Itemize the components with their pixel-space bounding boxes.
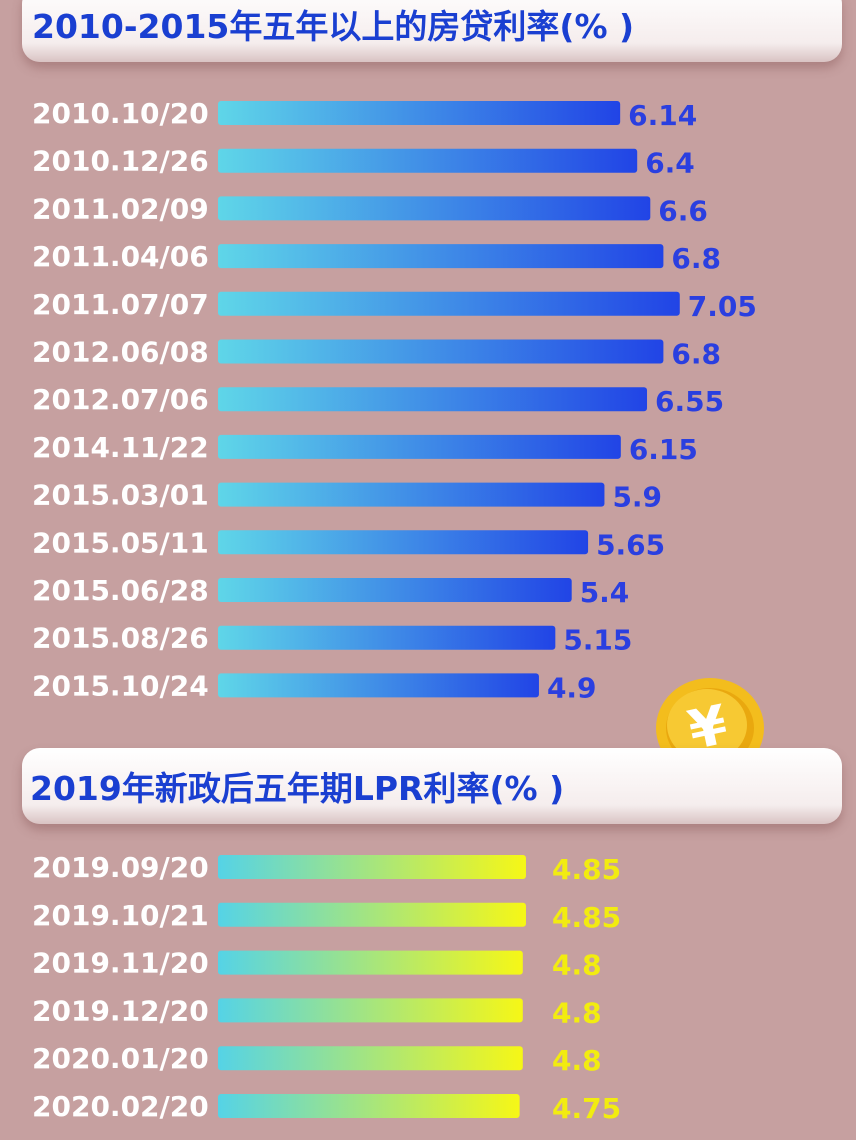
bar — [218, 387, 648, 412]
value-label: 6.8 — [671, 242, 721, 275]
bar — [218, 101, 621, 125]
section2-title-banner: 2019年新政后五年期LPR利率(% ) — [22, 748, 842, 824]
category-label: 2015.06/28 — [32, 574, 209, 607]
category-label: 2020.01/20 — [32, 1042, 209, 1075]
category-label: 2011.04/06 — [32, 240, 209, 273]
value-label: 6.4 — [645, 147, 695, 180]
category-label: 2015.10/24 — [32, 669, 209, 702]
category-label: 2015.03/01 — [32, 479, 209, 512]
category-label: 2014.11/22 — [32, 431, 209, 464]
category-label: 2015.08/26 — [32, 622, 209, 655]
value-label: 4.85 — [552, 901, 621, 934]
section1-title: 2010-2015年五年以上的房贷利率(% ) — [32, 7, 635, 46]
category-label: 2010.10/20 — [32, 97, 209, 130]
chart-section1: 2010.10/20 6.14 2010.12/26 6.4 2011.02/09 6.6… — [32, 97, 757, 704]
value-label: 6.6 — [658, 194, 708, 227]
value-label: 7.05 — [688, 290, 757, 323]
bar — [218, 950, 523, 975]
section1-title-banner: 2010-2015年五年以上的房贷利率(% ) — [22, 0, 842, 62]
value-label: 5.4 — [580, 576, 630, 609]
bar — [218, 482, 605, 507]
value-label: 6.15 — [629, 433, 698, 466]
category-label: 2011.02/09 — [32, 192, 209, 225]
value-label: 5.65 — [596, 528, 665, 561]
value-label: 4.75 — [552, 1092, 621, 1125]
bar — [218, 530, 589, 555]
category-label: 2019.10/21 — [32, 899, 209, 932]
category-label: 2015.05/11 — [32, 526, 209, 559]
bar — [218, 148, 638, 173]
category-label: 2020.02/20 — [32, 1090, 209, 1123]
bar — [218, 578, 572, 602]
value-label: 6.14 — [628, 99, 697, 132]
value-label: 6.8 — [671, 338, 721, 371]
value-label: 4.85 — [552, 853, 621, 886]
value-label: 6.55 — [655, 385, 724, 418]
bar — [218, 855, 526, 879]
category-label: 2012.06/08 — [32, 336, 209, 369]
category-label: 2019.12/20 — [32, 994, 209, 1027]
bar — [218, 902, 526, 927]
value-label: 4.9 — [547, 671, 597, 704]
bar — [218, 339, 664, 364]
value-label: 5.15 — [563, 624, 632, 657]
category-label: 2019.11/20 — [32, 947, 209, 980]
category-label: 2012.07/06 — [32, 383, 209, 416]
bar — [218, 291, 680, 316]
category-label: 2019.09/20 — [32, 851, 209, 884]
category-label: 2011.07/07 — [32, 288, 209, 321]
value-label: 5.9 — [612, 481, 662, 514]
bar — [218, 998, 523, 1023]
bar — [218, 1046, 523, 1071]
bar — [218, 1094, 520, 1118]
value-label: 4.8 — [552, 1044, 602, 1077]
category-label: 2010.12/26 — [32, 145, 209, 178]
bar — [218, 244, 664, 269]
value-label: 4.8 — [552, 996, 602, 1029]
bar — [218, 434, 621, 459]
section2-title: 2019年新政后五年期LPR利率(% ) — [30, 769, 565, 808]
chart-section2: 2019.09/20 4.85 2019.10/21 4.85 2019.11/20 4.… — [32, 851, 621, 1125]
bar — [218, 196, 651, 221]
value-label: 4.8 — [552, 949, 602, 982]
bar — [218, 673, 539, 698]
bar — [218, 625, 556, 650]
